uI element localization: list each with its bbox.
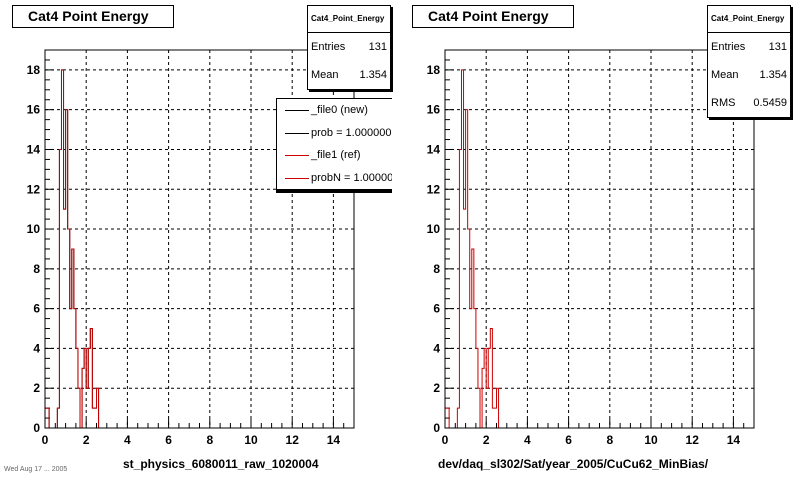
legend-entry-file1: _file1 (ref) (277, 144, 392, 167)
legend-swatch-red (285, 155, 309, 156)
right-y-tick-label-8: 16 (427, 103, 441, 117)
right-plot-title: Cat4 Point Energy (412, 5, 574, 28)
right-y-tick-label-0: 0 (433, 421, 440, 435)
right-x-tick-label-3: 6 (565, 433, 572, 447)
left-x-tick-label-6: 12 (286, 433, 300, 447)
left-y-tick-label-8: 16 (27, 103, 41, 117)
right-y-tick-label-3: 6 (433, 302, 440, 316)
right-stats-rms-label: RMS (711, 97, 736, 109)
left-plot-title: Cat4 Point Energy (12, 5, 174, 28)
left-y-tick-label-4: 8 (33, 262, 40, 276)
legend-label-probn: probN = 1.000000 (311, 171, 392, 184)
right-plot-frame (444, 49, 755, 429)
right-stats-entries-label: Entries (711, 41, 746, 53)
legend-label-file0: _file0 (new) (311, 104, 368, 116)
right-y-tick-label-4: 8 (433, 262, 440, 276)
left-y-tick-label-2: 4 (33, 341, 40, 355)
right-stats-entries-row: Entries 131 (708, 33, 790, 61)
right-y-tick-label-5: 10 (427, 222, 441, 236)
left-x-tick-label-7: 14 (327, 433, 341, 447)
left-y-tick-label-9: 18 (27, 63, 41, 77)
left-stats-mean-label: Mean (311, 69, 339, 81)
right-y-tick-label-9: 18 (427, 63, 441, 77)
right-stats-name: Cat4_Point_Energy (708, 6, 790, 33)
right-x-tick-label-0: 0 (442, 433, 449, 447)
right-stats-rms-row: RMS 0.5459 (708, 89, 790, 117)
legend-swatch-black (285, 132, 309, 134)
right-y-tick-label-6: 12 (427, 182, 441, 196)
right-stats-rms-value: 0.5459 (753, 97, 787, 109)
legend-swatch-black (285, 110, 309, 111)
left-y-tick-label-3: 6 (33, 302, 40, 316)
legend-entry-file0: _file0 (new) (277, 99, 392, 122)
right-y-tick-label-1: 2 (433, 381, 440, 395)
right-histogram-plot: 0 2 4 6 8 10 12 14 0 2 4 6 8 10 12 14 16 18 (427, 49, 755, 447)
left-x-tick-label-5: 10 (244, 433, 258, 447)
right-x-tick-label-1: 2 (483, 433, 490, 447)
right-x-tick-label-6: 12 (686, 433, 700, 447)
right-stats-box: Cat4_Point_Energy Entries 131 Mean 1.354… (707, 5, 791, 118)
legend-entry-prob: prob = 1.000000 (277, 122, 392, 145)
left-x-tick-label-0: 0 (42, 433, 49, 447)
right-y-tick-label-2: 4 (433, 341, 440, 355)
right-x-tick-label-2: 4 (524, 433, 531, 447)
legend-label-file1: _file1 (ref) (311, 149, 361, 161)
left-y-tick-label-1: 2 (33, 381, 40, 395)
left-x-tick-label-3: 6 (165, 433, 172, 447)
right-x-tick-label-4: 8 (606, 433, 613, 447)
left-stats-entries-label: Entries (311, 41, 346, 53)
left-x-tick-label-1: 2 (83, 433, 90, 447)
left-x-axis-label: st_physics_6080011_raw_1020004 (123, 457, 319, 471)
right-x-axis-label: dev/daq_sl302/Sat/year_2005/CuCu62_MinBi… (438, 457, 709, 471)
legend-entry-probn: probN = 1.000000 (277, 167, 392, 190)
left-legend: _file0 (new) prob = 1.000000 _file1 (ref… (276, 98, 392, 190)
right-stats-entries-value: 131 (768, 41, 787, 53)
right-histogram-pad: 0 2 4 6 8 10 12 14 0 2 4 6 8 10 12 14 16 18 Cat4 Point En… (400, 0, 800, 480)
right-stats-mean-row: Mean 1.354 (708, 61, 790, 89)
right-x-tick-label-5: 10 (644, 433, 658, 447)
left-x-tick-label-4: 8 (206, 433, 213, 447)
left-stats-entries-row: Entries 131 (308, 33, 390, 61)
right-stats-mean-value: 1.354 (759, 69, 787, 81)
legend-label-prob: prob = 1.000000 (311, 126, 392, 139)
left-x-tick-label-2: 4 (124, 433, 131, 447)
footnote-timestamp: Wed Aug 17 ... 2005 (4, 466, 68, 473)
left-stats-mean-value: 1.354 (359, 69, 387, 81)
left-histogram-pad: 0 2 4 6 8 10 12 14 0 2 4 6 8 10 12 14 16 18 Cat4 Point En… (4, 5, 392, 473)
left-stats-entries-value: 131 (368, 41, 387, 53)
left-y-tick-label-6: 12 (27, 182, 41, 196)
left-y-tick-label-5: 10 (27, 222, 41, 236)
left-plot-frame (44, 49, 355, 429)
left-stats-mean-row: Mean 1.354 (308, 61, 390, 89)
right-y-tick-label-7: 14 (427, 142, 441, 156)
left-stats-box: Cat4_Point_Energy Entries 131 Mean 1.354 (307, 5, 391, 90)
left-y-tick-label-0: 0 (33, 421, 40, 435)
left-y-tick-label-7: 14 (27, 142, 41, 156)
right-stats-mean-label: Mean (711, 69, 739, 81)
left-stats-name: Cat4_Point_Energy (308, 6, 390, 33)
right-plot-area (445, 50, 754, 428)
legend-swatch-red (285, 177, 309, 179)
right-x-tick-label-7: 14 (727, 433, 741, 447)
